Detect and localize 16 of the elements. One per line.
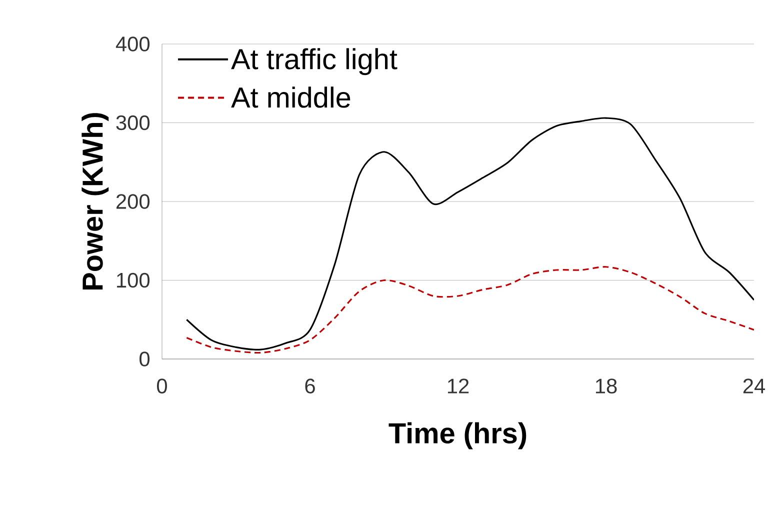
- line-series: [186, 117, 754, 350]
- y-tick-label: 400: [116, 36, 150, 52]
- x-tick-label: 18: [596, 378, 617, 394]
- x-axis-title: Time (hrs): [388, 422, 526, 450]
- x-tick-label: 0: [156, 378, 167, 394]
- y-tick-label: 200: [116, 194, 150, 209]
- y-tick-label: 300: [116, 115, 150, 130]
- y-tick-label: 100: [117, 272, 150, 288]
- legend-label: At traffic light: [231, 48, 398, 76]
- y-tick-label: 0: [140, 352, 150, 366]
- x-tick-label: 6: [305, 378, 315, 394]
- x-tick-label: 24: [743, 378, 766, 394]
- legend-label: At middle: [231, 86, 350, 108]
- y-axis-title: Power (KWh): [82, 113, 109, 290]
- x-tick-label: 12: [448, 378, 469, 394]
- line-series: [186, 266, 754, 354]
